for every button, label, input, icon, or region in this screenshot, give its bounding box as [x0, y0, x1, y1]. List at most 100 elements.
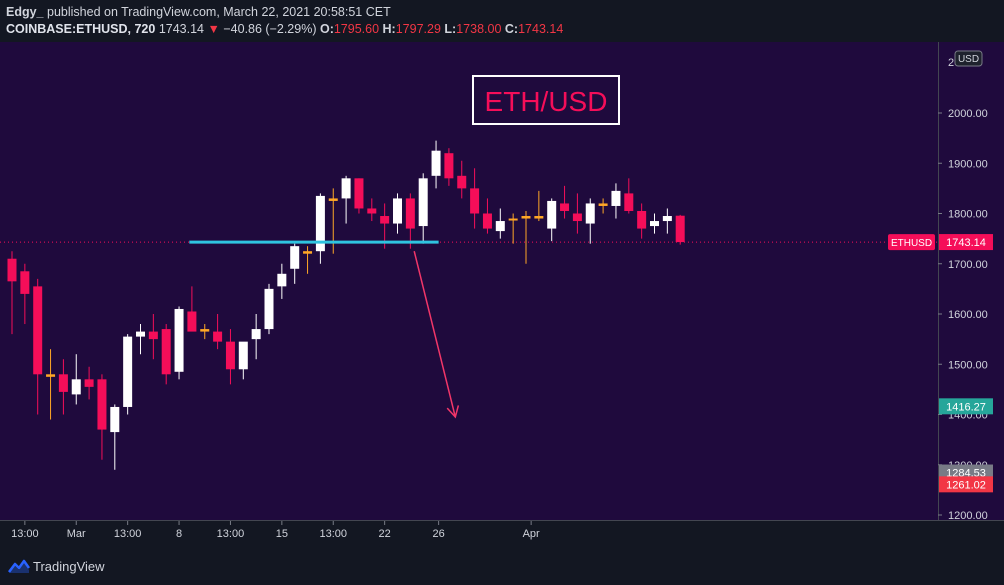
publish-info: Edgy_ published on TradingView.com, Marc…	[6, 5, 391, 19]
candle[interactable]	[20, 263, 30, 325]
price-label[interactable]: 1416.27	[939, 398, 993, 415]
candle[interactable]	[290, 243, 300, 284]
candle[interactable]	[367, 198, 377, 222]
candle[interactable]	[482, 198, 492, 234]
candle[interactable]	[58, 359, 68, 415]
x-tick-label: 22	[379, 528, 391, 540]
x-tick-label: 13:00	[217, 528, 245, 540]
candle[interactable]	[315, 193, 325, 264]
candle-body	[560, 203, 570, 211]
y-tick-label-top: 2	[948, 57, 954, 69]
candle[interactable]	[251, 314, 261, 360]
candle[interactable]	[46, 349, 56, 420]
tradingview-logo-icon[interactable]	[8, 559, 30, 574]
candle-body	[225, 341, 235, 370]
price-label[interactable]: 1743.14	[939, 234, 993, 251]
candle[interactable]	[547, 198, 557, 242]
ohlc-legend: COINBASE:ETHUSD, 720 1743.14 ▼ −40.86 (−…	[6, 22, 563, 36]
candle[interactable]	[71, 354, 81, 405]
candle[interactable]	[598, 198, 608, 214]
candle[interactable]	[33, 278, 43, 415]
candle[interactable]	[148, 314, 158, 360]
x-tick-label: 8	[176, 528, 182, 540]
symbol-tag-text: ETHUSD	[891, 238, 932, 249]
candle[interactable]	[521, 210, 531, 264]
tradingview-brand[interactable]: TradingView	[33, 559, 105, 574]
candle[interactable]	[97, 374, 107, 460]
x-tick-label: 13:00	[114, 528, 142, 540]
candle[interactable]	[238, 341, 248, 380]
candle[interactable]	[7, 251, 17, 335]
currency-badge[interactable]: USD	[954, 50, 983, 67]
candle[interactable]	[161, 324, 171, 385]
candle-body	[213, 331, 223, 342]
candle-body	[393, 198, 402, 224]
candle[interactable]	[341, 175, 351, 224]
price-label-value: 1743.14	[946, 237, 986, 249]
candle[interactable]	[611, 183, 621, 219]
candle[interactable]	[457, 160, 467, 199]
candle-body	[675, 215, 685, 243]
candle[interactable]	[560, 185, 570, 219]
candle-body	[303, 251, 313, 254]
candle[interactable]	[277, 263, 287, 299]
candle[interactable]	[264, 283, 274, 335]
candle[interactable]	[136, 324, 145, 355]
currency-label: USD	[958, 54, 979, 65]
x-tick-label: 15	[276, 528, 288, 540]
candle[interactable]	[200, 324, 210, 340]
candle[interactable]	[418, 173, 428, 244]
candle[interactable]	[495, 208, 505, 239]
candle[interactable]	[110, 404, 120, 470]
candle[interactable]	[405, 193, 415, 249]
candle[interactable]	[650, 213, 659, 234]
candle[interactable]	[675, 214, 685, 245]
candle[interactable]	[225, 329, 235, 385]
candle-body	[174, 308, 184, 372]
candle[interactable]	[84, 366, 94, 400]
candle[interactable]	[662, 208, 672, 234]
open-label: O:	[319, 22, 334, 36]
candle[interactable]	[637, 203, 647, 239]
symbol-tag[interactable]: ETHUSD	[888, 234, 935, 251]
candle[interactable]	[508, 213, 518, 244]
open-value: 1795.60	[333, 22, 380, 36]
y-tick-label: 1500.00	[948, 359, 988, 371]
candle-body	[598, 203, 608, 206]
candle-body	[71, 379, 81, 395]
candle[interactable]	[431, 140, 441, 189]
price-label-value: 1261.02	[946, 479, 986, 491]
candle[interactable]	[585, 198, 595, 244]
x-tick-label: Mar	[67, 528, 86, 540]
chart-canvas[interactable]: 1200.001300.001400.001500.001600.001700.…	[0, 42, 1004, 550]
candle[interactable]	[534, 190, 544, 222]
title-box[interactable]: ETH/USD	[472, 75, 620, 125]
projection-arrow[interactable]	[413, 251, 460, 419]
candle-body	[187, 311, 197, 332]
candle-body	[495, 221, 505, 232]
x-tick-label: Apr	[523, 528, 540, 540]
candle[interactable]	[572, 193, 582, 234]
candle[interactable]	[624, 178, 634, 214]
high-label: H:	[382, 22, 396, 36]
candle[interactable]	[470, 168, 480, 229]
candle-body	[97, 379, 107, 430]
candle[interactable]	[123, 334, 133, 415]
candle[interactable]	[174, 306, 184, 380]
candle[interactable]	[187, 286, 197, 332]
candle-body	[84, 379, 94, 387]
candle[interactable]	[303, 246, 313, 274]
price-label[interactable]: 1261.02	[939, 476, 993, 493]
author-name[interactable]: Edgy_	[6, 5, 44, 19]
candle-body	[33, 286, 43, 375]
symbol-interval[interactable]: COINBASE:ETHUSD, 720	[6, 22, 156, 36]
price-label-value: 1416.27	[946, 401, 986, 413]
candle-body	[110, 406, 120, 433]
candle-body	[547, 200, 557, 229]
candle[interactable]	[444, 148, 454, 186]
candle-body	[457, 175, 467, 189]
candle[interactable]	[213, 314, 223, 350]
candle[interactable]	[393, 193, 402, 234]
candle[interactable]	[354, 178, 364, 214]
y-tick-label: 2000.00	[948, 108, 988, 120]
